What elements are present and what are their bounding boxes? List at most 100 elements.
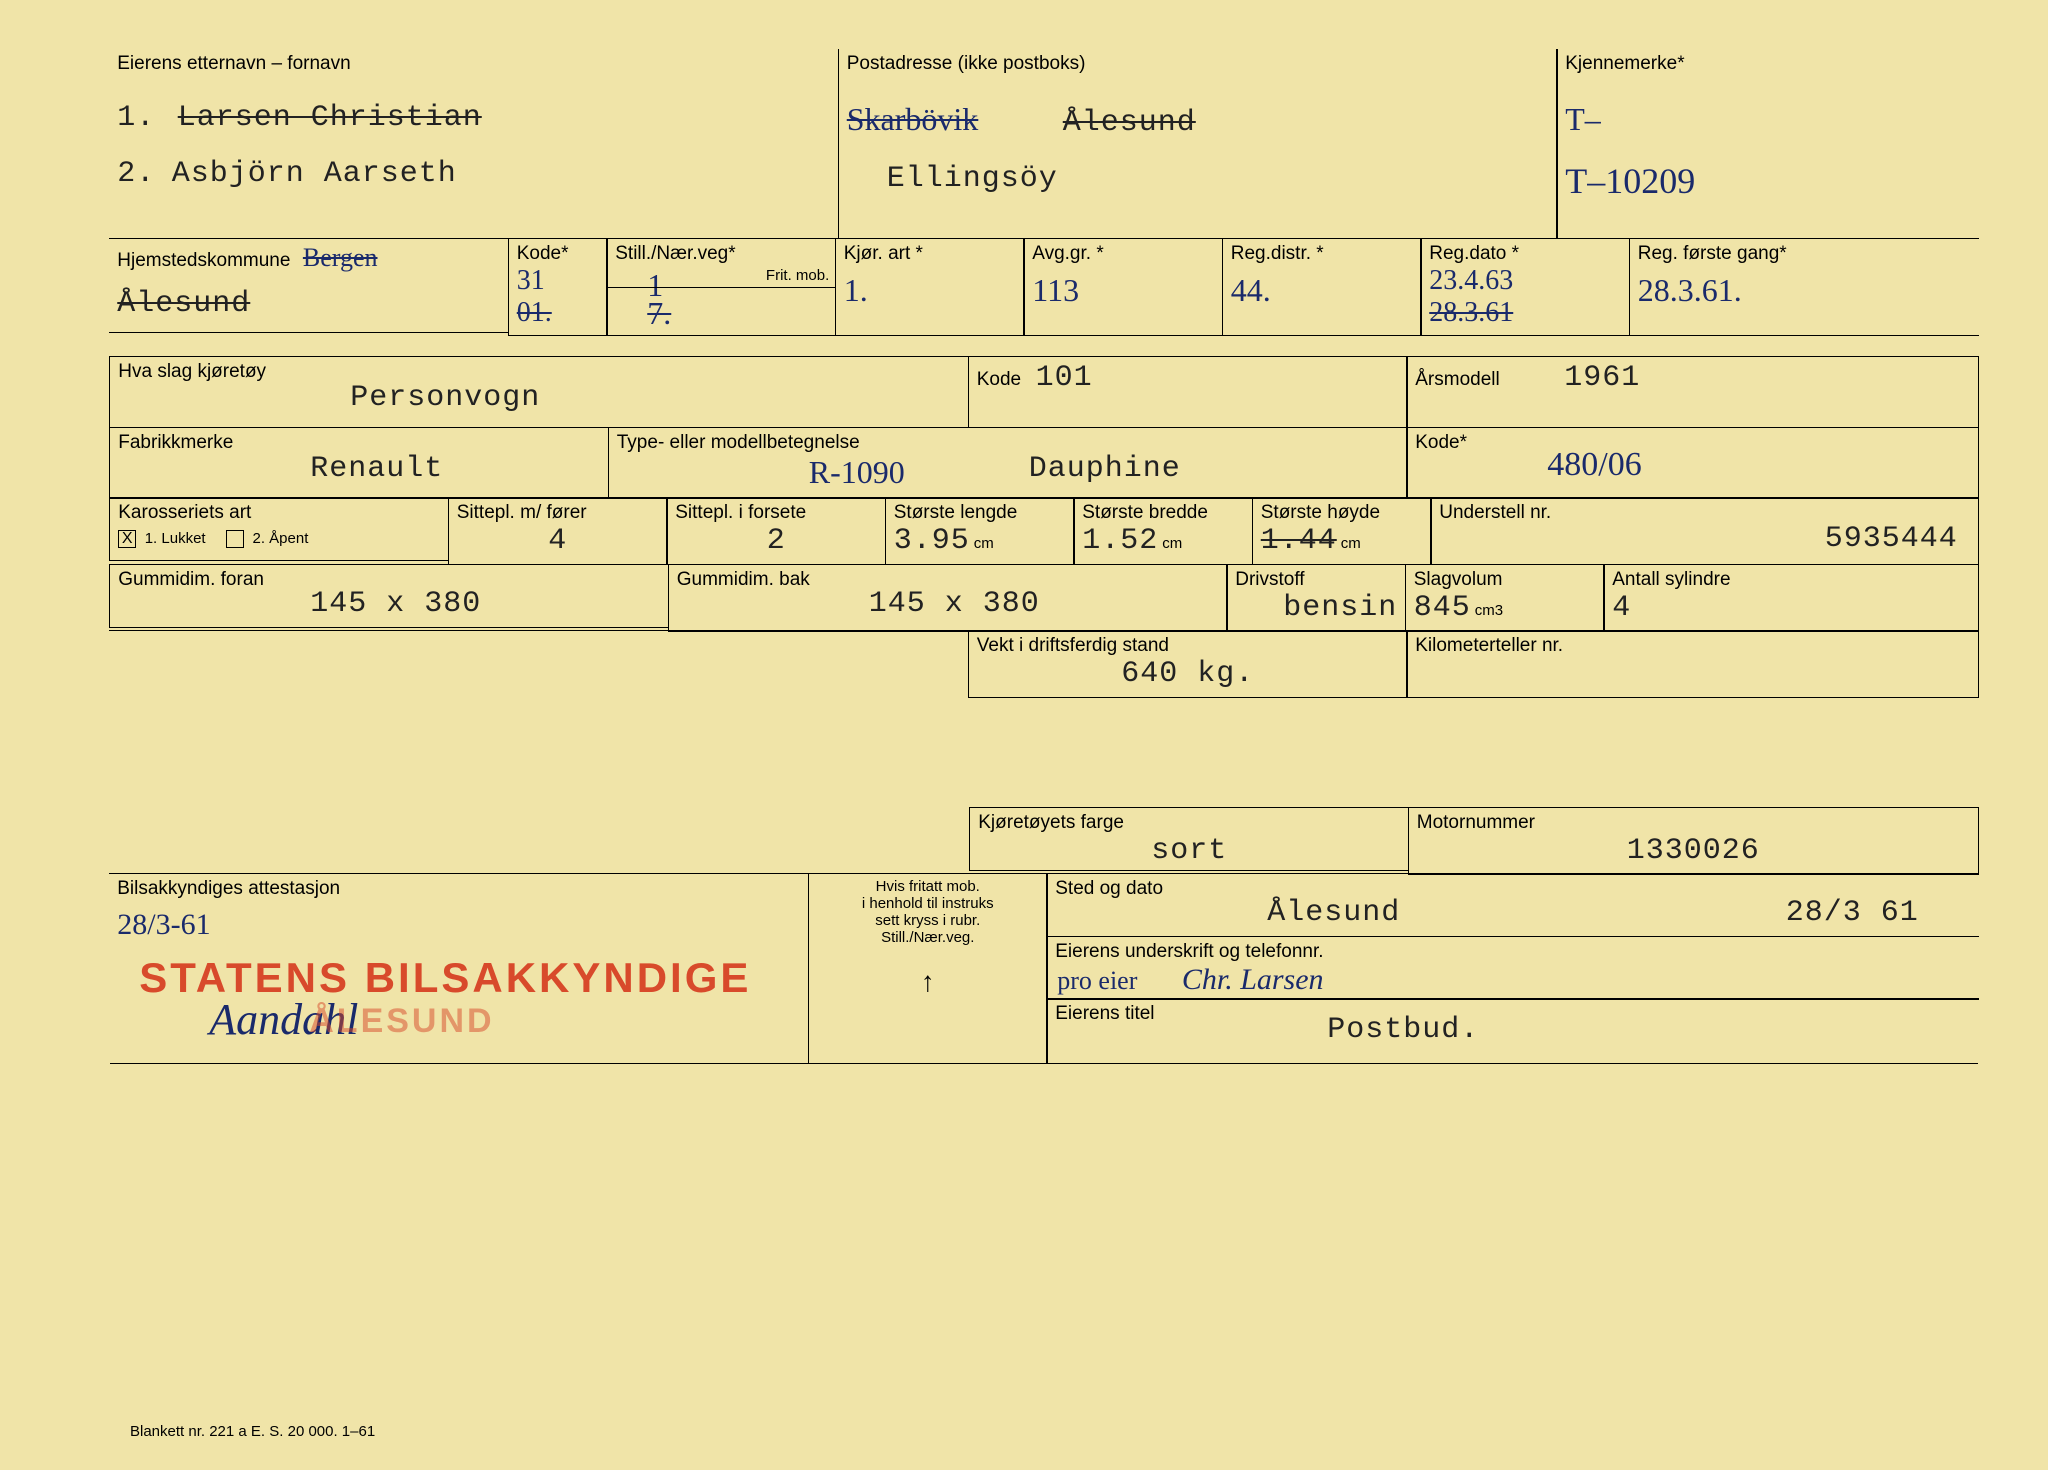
km-label: Kilometerteller nr. (1415, 635, 1970, 657)
sted-val: Ålesund (1267, 896, 1400, 930)
regdato-label: Reg.dato * (1429, 243, 1621, 265)
motor-label: Motornummer (1417, 812, 1970, 834)
frit3: sett kryss i rubr. (817, 912, 1039, 929)
vekt-cell: Vekt i driftsferdig stand 640 kg. (968, 630, 1408, 698)
kaross-check2 (226, 530, 244, 548)
post2: Ellingsöy (887, 162, 1058, 196)
sted-cell: Sted og dato Ålesund 28/3 61 (1046, 873, 1979, 937)
und-cell: Understell nr. 5935444 (1430, 497, 1979, 565)
slag2-label: Slagvolum (1414, 569, 1596, 591)
still2: 7. (647, 295, 671, 332)
avg-cell: Avg.gr. * 113 (1023, 238, 1223, 336)
post-label: Postadresse (ikke postboks) (847, 53, 1549, 75)
regf-cell: Reg. første gang* 28.3.61. (1629, 238, 1979, 336)
gumb-cell: Gummidim. bak 145 x 380 (668, 564, 1228, 632)
owner-cell: Eierens etternavn – fornavn 1. Larsen Ch… (109, 49, 839, 239)
motor-val: 1330026 (1417, 834, 1970, 868)
hjem1: Ålesund (117, 287, 500, 321)
att-cell: Bilsakkyndiges attestasjon 28/3-61 STATE… (109, 873, 809, 1063)
avg-val: 113 (1032, 272, 1079, 309)
empty-left (109, 630, 969, 694)
still-sub: Frit. mob. (766, 267, 829, 284)
kaross-check1: X (118, 530, 136, 548)
mark-value: T–10209 (1565, 160, 1971, 202)
fab-label: Fabrikkmerke (118, 432, 600, 454)
row2: Hjemstedskommune Bergen Ålesund Kode* 31… (110, 239, 1978, 336)
len-cell: Største lengde 3.95cm (885, 497, 1075, 565)
still-cell: Still./Nær.veg* Frit. mob. 1 7. (606, 238, 836, 336)
regdato1: 23.4.63 (1429, 265, 1621, 297)
farge-row: Kjøretøyets farge sort Motornummer 13300… (110, 808, 1978, 875)
slag2-val: 845 (1414, 591, 1471, 625)
type-hw: R-1090 (809, 454, 905, 491)
frit4: Still./Nær.veg. (817, 929, 1039, 946)
regf-val: 28.3.61. (1638, 272, 1742, 309)
sitt1-label: Sittepl. m/ fører (457, 502, 659, 524)
und-val: 5935444 (1825, 522, 1958, 556)
owner1-name: Larsen Christian (178, 101, 482, 135)
post1a: Skarbövik (847, 101, 979, 137)
fab-cell: Fabrikkmerke Renault (109, 427, 609, 499)
block2-row1: Hva slag kjøretøy Personvogn Kode 101 År… (110, 357, 1978, 428)
vekt-val: 640 kg. (977, 657, 1399, 691)
owner2-num: 2. (117, 157, 155, 191)
bre-cell: Største bredde 1.52cm (1073, 497, 1253, 565)
km-cell: Kilometerteller nr. (1406, 630, 1979, 698)
kjor-val: 1. (844, 272, 868, 309)
titel-cell: Eierens titel Postbud. (1046, 998, 1979, 1063)
kjor-label: Kjør. art * (844, 243, 1016, 265)
kodeb-cell: Kode 101 (968, 356, 1408, 428)
under-sig: Chr. Larsen (1182, 963, 1324, 996)
arrow-icon: ↑ (817, 966, 1039, 998)
owner1-num: 1. (117, 101, 155, 135)
hjem2: Bergen (303, 243, 378, 272)
driv-val: bensin (1235, 591, 1397, 625)
avg-label: Avg.gr. * (1032, 243, 1214, 265)
under-cell: Eierens underskrift og telefonnr. pro ei… (1046, 936, 1979, 1000)
type-tw: Dauphine (1029, 452, 1181, 486)
mark-cell: Kjennemerke* T– T–10209 (1556, 49, 1979, 239)
att-date: 28/3-61 (117, 908, 800, 942)
regdato2: 28.3.61 (1429, 297, 1621, 329)
gumb-val: 145 x 380 (869, 587, 1040, 621)
kaross-opt1: 1. Lukket (145, 530, 206, 547)
block2-row4: Gummidim. foran 145 x 380 Gummidim. bak … (110, 565, 1978, 632)
hjem-label: Hjemstedskommune (117, 250, 290, 271)
block2-row5: Vekt i driftsferdig stand 640 kg. Kilome… (110, 631, 1978, 698)
kaross-label: Karosseriets art (118, 502, 440, 524)
slag2-cell: Slagvolum 845cm3 (1405, 564, 1605, 632)
under-pre: pro eier (1057, 966, 1137, 995)
kodeb-val: 101 (1036, 361, 1093, 395)
driv-cell: Drivstoff bensin (1226, 564, 1406, 632)
owner2-name: Asbjörn Aarseth (172, 157, 457, 191)
motor-cell: Motornummer 1330026 (1408, 807, 1979, 875)
driv-label: Drivstoff (1235, 569, 1397, 591)
farge-val: sort (978, 834, 1400, 868)
sitt2-cell: Sittepl. i forsete 2 (666, 497, 886, 565)
hoy-label: Største høyde (1261, 502, 1423, 524)
hoy-cell: Største høyde 1.44cm (1252, 497, 1432, 565)
type-cell: Type- eller modellbetegnelse R-1090 Daup… (608, 427, 1408, 499)
sitt2-val: 2 (675, 524, 877, 558)
kode2: 01. (517, 297, 599, 329)
titel-val: Postbud. (1327, 1013, 1479, 1047)
bre-val: 1.52 (1082, 524, 1158, 558)
stamp-line2: ÅLESUND (309, 1002, 494, 1041)
regd-label: Reg.distr. * (1231, 243, 1413, 265)
hoy-val: 1.44 (1261, 524, 1337, 558)
gumf-cell: Gummidim. foran 145 x 380 (109, 564, 669, 628)
slag-val: Personvogn (350, 381, 540, 415)
slag2-unit: cm3 (1475, 602, 1503, 619)
ars-cell: Årsmodell 1961 (1406, 356, 1979, 428)
owner-label: Eierens etternavn – fornavn (117, 53, 830, 75)
kode2-cell: Kode* 480/06 (1406, 427, 1979, 499)
fab-val: Renault (310, 452, 443, 486)
frit1: Hvis fritatt mob. (817, 878, 1039, 895)
registration-card: Eierens etternavn – fornavn 1. Larsen Ch… (0, 0, 2048, 1470)
sted-date: 28/3 61 (1786, 896, 1919, 930)
sitt1-cell: Sittepl. m/ fører 4 (448, 497, 668, 565)
kodeb-label: Kode (977, 369, 1021, 390)
ars-val: 1961 (1564, 361, 1640, 395)
und-label: Understell nr. (1439, 502, 1970, 524)
sitt1-val: 4 (457, 524, 659, 558)
